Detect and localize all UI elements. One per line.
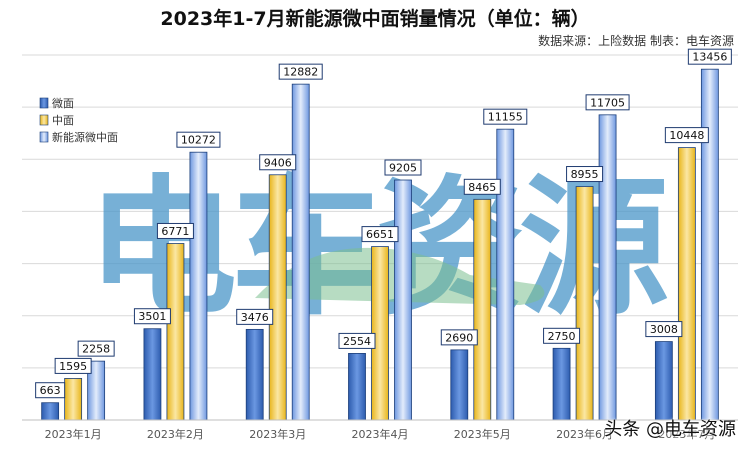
bar-微面-2023年3月	[245, 328, 264, 421]
x-tick-label: 2023年4月	[352, 427, 409, 441]
data-label: 9406	[264, 156, 292, 169]
data-label: 6651	[366, 228, 394, 241]
data-label: 8955	[571, 168, 599, 181]
data-label-box	[687, 48, 732, 65]
x-tick-label: 2023年6月	[556, 427, 613, 441]
watermark-corner-text: 头条 @电车资源	[604, 419, 736, 440]
data-label: 13456	[692, 51, 727, 64]
bar-新能源微中面-2023年2月	[189, 151, 208, 421]
data-label-box	[440, 329, 478, 346]
data-label-box	[384, 159, 422, 176]
bar-新能源微中面-2023年7月	[700, 68, 719, 421]
data-label-box	[35, 382, 66, 399]
data-label: 11705	[590, 96, 625, 109]
x-tick-label: 2023年2月	[147, 427, 204, 441]
bar-微面-2023年4月	[348, 353, 366, 421]
bars	[41, 68, 719, 421]
data-label-box	[338, 332, 376, 349]
data-label: 3008	[650, 323, 678, 336]
source-note: 数据来源：上险数据 制表：电车资源	[538, 34, 734, 48]
data-label: 3476	[241, 311, 269, 324]
data-label-box	[54, 357, 92, 374]
x-tick-label: 2023年7月	[658, 427, 715, 441]
data-label-box	[176, 131, 221, 148]
legend-label: 微面	[52, 96, 74, 110]
bar-微面-2023年2月	[143, 328, 162, 421]
data-label: 2554	[343, 335, 371, 348]
bar-新能源微中面-2023年6月	[598, 114, 617, 421]
bar-中面-2023年7月	[677, 147, 696, 421]
bar-新能源微中面-2023年4月	[394, 179, 412, 421]
data-label: 8465	[468, 181, 496, 194]
data-label-box	[156, 222, 194, 239]
data-label: 6771	[161, 225, 189, 238]
data-label: 10448	[669, 129, 704, 142]
bar-新能源微中面-2023年3月	[291, 83, 310, 421]
legend-swatch	[39, 97, 49, 109]
data-label: 9205	[389, 162, 417, 175]
data-label-box	[259, 154, 297, 171]
data-label-box	[566, 166, 604, 183]
legend-swatch	[39, 131, 49, 143]
x-tick-label: 2023年3月	[249, 427, 306, 441]
data-label: 2258	[82, 343, 110, 356]
data-label: 10272	[181, 134, 216, 147]
data-label-box	[664, 127, 709, 144]
data-label-box	[543, 327, 581, 344]
bar-中面-2023年3月	[268, 174, 287, 421]
data-label: 12882	[283, 66, 318, 79]
x-axis: 2023年1月 2023年2月 2023年3月 2023年4月 2023年5月 2023年…	[22, 419, 738, 441]
data-label-box	[278, 63, 323, 80]
x-tick-label: 2023年1月	[45, 427, 102, 441]
data-labels: 663 1595 2258 3501 6771 10272 3476 9406 12882 255…	[35, 48, 732, 399]
chart-title: 2023年1-7月新能源微中面销量情况（单位：辆）	[160, 8, 590, 30]
data-label-box	[585, 94, 630, 111]
legend-swatch	[39, 114, 49, 126]
legend-label: 新能源微中面	[52, 130, 118, 144]
data-label-box	[133, 308, 171, 325]
bar-微面-2023年1月	[41, 402, 60, 421]
data-label-box	[463, 178, 501, 195]
bar-中面-2023年2月	[166, 243, 185, 421]
data-label: 3501	[138, 310, 166, 323]
data-label: 1595	[59, 360, 87, 373]
data-label-box	[483, 108, 528, 125]
bar-新能源微中面-2023年5月	[496, 128, 515, 421]
x-tick-label: 2023年5月	[454, 427, 511, 441]
legend-label: 中面	[52, 114, 74, 127]
data-label-box	[645, 321, 683, 338]
data-label-box	[236, 308, 274, 325]
bar-中面-2023年5月	[473, 198, 492, 421]
bar-中面-2023年6月	[575, 186, 594, 421]
data-label: 11155	[488, 111, 523, 124]
bar-微面-2023年7月	[654, 341, 673, 421]
data-label: 663	[40, 384, 61, 397]
bar-中面-2023年1月	[64, 378, 83, 421]
bar-微面-2023年5月	[450, 349, 469, 421]
data-label-box	[361, 226, 399, 243]
bar-微面-2023年6月	[552, 347, 571, 421]
data-label-box	[77, 340, 115, 357]
data-label: 2750	[548, 330, 576, 343]
data-label: 2690	[445, 331, 473, 344]
